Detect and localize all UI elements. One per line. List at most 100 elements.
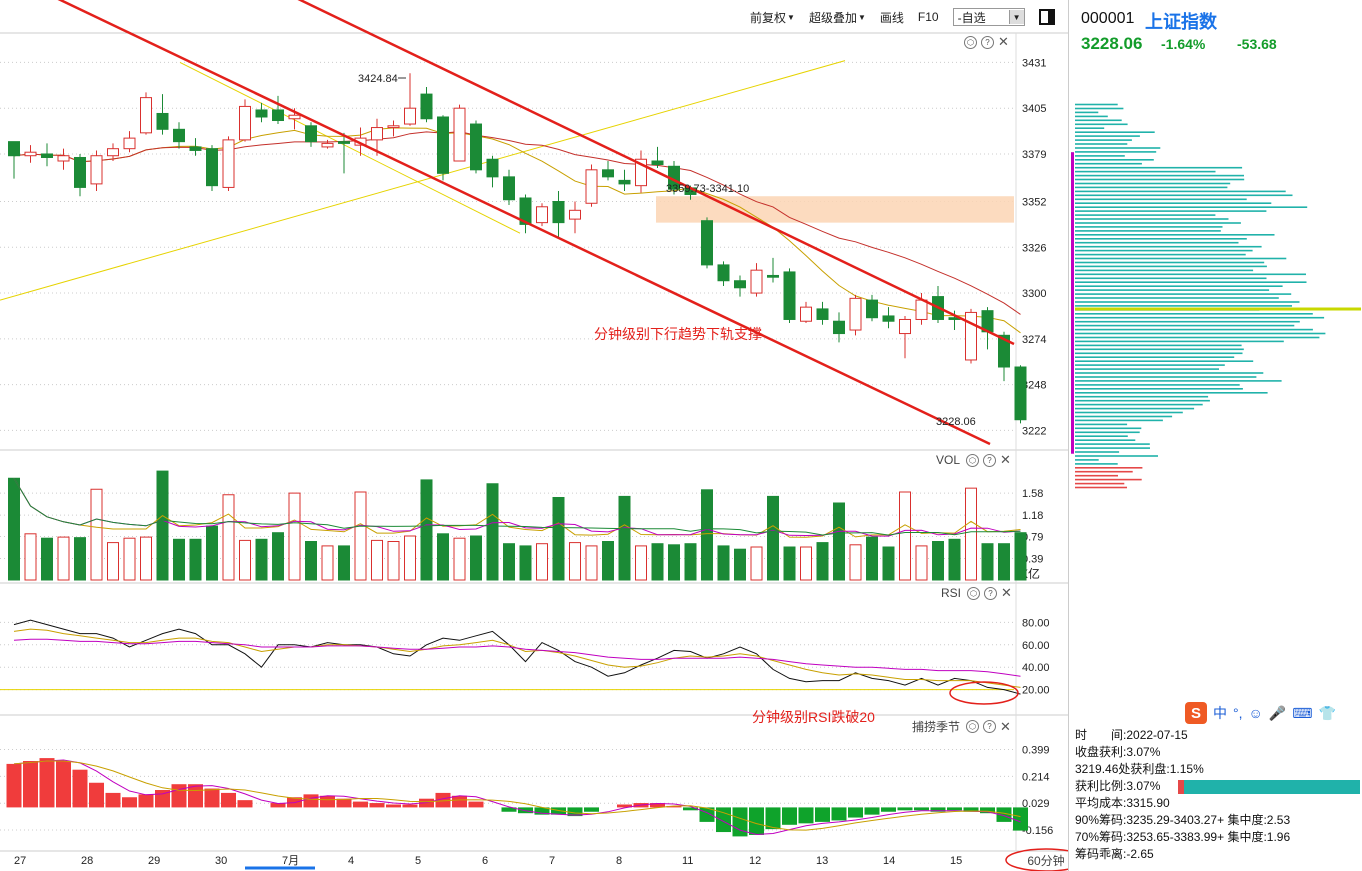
- macd-tick-label: 0.029: [1022, 798, 1050, 810]
- close-icon[interactable]: ✕: [1000, 452, 1011, 467]
- volume-bar: [321, 545, 334, 581]
- draw-line-label: 画线: [879, 10, 904, 25]
- timeframe-selector[interactable]: 60分钟: [1008, 849, 1084, 871]
- date-tick-label: 30: [215, 855, 227, 867]
- candle-down: [1014, 366, 1027, 421]
- macd-bar: [864, 807, 880, 815]
- volume-bar: [998, 543, 1010, 581]
- macd-tick-label: 0.214: [1022, 771, 1050, 783]
- help-icon[interactable]: ?: [983, 453, 997, 467]
- microphone-icon[interactable]: 🎤: [1268, 704, 1287, 721]
- volume-bar: [486, 483, 499, 581]
- macd-bar: [369, 803, 385, 808]
- macd-tick-label: 0.399: [1022, 745, 1050, 757]
- volume-bar: [882, 546, 895, 581]
- volume-bar: [585, 545, 598, 581]
- macd-bar: [963, 807, 979, 812]
- chip-bar: [1075, 415, 1173, 418]
- candle-down: [519, 197, 532, 225]
- chip-bar: [1075, 399, 1210, 402]
- macd-bar: [320, 795, 335, 808]
- candle-up: [965, 311, 977, 361]
- chip-bar: [1075, 297, 1279, 299]
- keyboard-icon[interactable]: ⌨: [1292, 704, 1313, 721]
- help-icon[interactable]: ?: [984, 586, 998, 600]
- watchlist-select[interactable]: -自选 ▼: [952, 8, 1025, 26]
- volume-bar: [387, 541, 400, 581]
- skin-icon[interactable]: 👕: [1318, 704, 1336, 721]
- macd-bar: [947, 807, 962, 811]
- punctuation-icon[interactable]: °,: [1233, 705, 1243, 721]
- chip-bar: [1075, 277, 1267, 280]
- f10-button[interactable]: F10: [918, 10, 939, 24]
- chip-bar: [1075, 281, 1307, 283]
- help-icon[interactable]: ?: [983, 720, 997, 733]
- candle-up: [635, 158, 647, 187]
- chip-bar: [1075, 182, 1231, 185]
- candle-up: [915, 299, 928, 320]
- volume-bar: [635, 545, 647, 581]
- draw-line-button[interactable]: 画线: [880, 9, 904, 26]
- close-icon[interactable]: ✕: [1001, 585, 1012, 600]
- chip-bar: [1075, 257, 1287, 260]
- macd-bar: [798, 807, 814, 824]
- chip-bar: [1075, 344, 1242, 347]
- chip-bar: [1075, 131, 1155, 133]
- chinese-mode-icon[interactable]: 中: [1213, 705, 1227, 721]
- candle-down: [816, 308, 829, 320]
- emoji-icon[interactable]: ☺: [1248, 705, 1263, 721]
- vol-tick-label: 1.18: [1022, 510, 1043, 522]
- stock-name[interactable]: 上证指数: [1145, 12, 1217, 32]
- kline-chart[interactable]: 3431 3405 3379 3352 3326 3300 3274 3248 3222 1.58…: [0, 0, 1068, 871]
- macd-bar: [39, 758, 55, 808]
- date-tick-label: 4: [348, 855, 354, 867]
- chip-bar: [1075, 427, 1142, 430]
- chip-bar: [1075, 316, 1325, 319]
- volume-bar: [189, 538, 202, 581]
- chip-bar: [1075, 439, 1136, 441]
- settings-icon[interactable]: ⬡: [967, 586, 981, 600]
- settings-icon[interactable]: ⬡: [966, 720, 980, 733]
- profit-ratio-bar: [1178, 779, 1361, 794]
- candle-up: [239, 105, 251, 141]
- candle-down: [74, 156, 86, 188]
- chip-bar: [1075, 273, 1306, 276]
- macd-bar: [980, 807, 995, 814]
- candle-up: [24, 151, 37, 157]
- volume-bar: [552, 497, 565, 581]
- settings-icon[interactable]: ⬡: [964, 35, 977, 49]
- rsi-panel-label: RSI: [941, 586, 962, 600]
- chevron-down-icon[interactable]: ▼: [1008, 10, 1024, 24]
- chip-bar: [1075, 478, 1142, 481]
- ime-toolbar[interactable]: S 中 °, ☺ 🎤 ⌨ 👕: [1185, 700, 1362, 726]
- layout-toggle-icon[interactable]: [1038, 9, 1055, 25]
- volume-bar: [123, 537, 136, 581]
- candle-down: [717, 264, 730, 282]
- macd-bar: [815, 807, 830, 822]
- volume-bar: [255, 538, 268, 581]
- settings-icon[interactable]: ⬡: [966, 453, 980, 467]
- chip-bar: [1075, 190, 1286, 193]
- chip-bar: [1075, 368, 1219, 370]
- chip-bar: [1075, 380, 1282, 382]
- help-icon[interactable]: ?: [981, 35, 994, 49]
- candle-down: [998, 334, 1010, 368]
- overlay-menu[interactable]: 超级叠加 ▼: [809, 9, 866, 26]
- macd-bar: [881, 807, 896, 812]
- macd-bar: [138, 794, 154, 808]
- fuquan-menu[interactable]: 前复权 ▼: [750, 9, 795, 26]
- rsi3-line: [13, 638, 1021, 677]
- chip-bar: [1075, 395, 1209, 398]
- volume-bar: [57, 536, 70, 581]
- macd-bar: [353, 801, 368, 808]
- macd-bar: [386, 804, 401, 808]
- close-icon[interactable]: ✕: [998, 34, 1009, 49]
- volume-bar: [338, 545, 350, 581]
- overlay-label: 超级叠加: [808, 10, 857, 25]
- chip-bar: [1075, 356, 1235, 358]
- chip-bar: [1075, 143, 1128, 145]
- chip-bar: [1075, 103, 1118, 106]
- rsi-break-circle: [949, 681, 1019, 705]
- close-icon[interactable]: ✕: [1000, 718, 1011, 734]
- macd-bar: [617, 804, 632, 808]
